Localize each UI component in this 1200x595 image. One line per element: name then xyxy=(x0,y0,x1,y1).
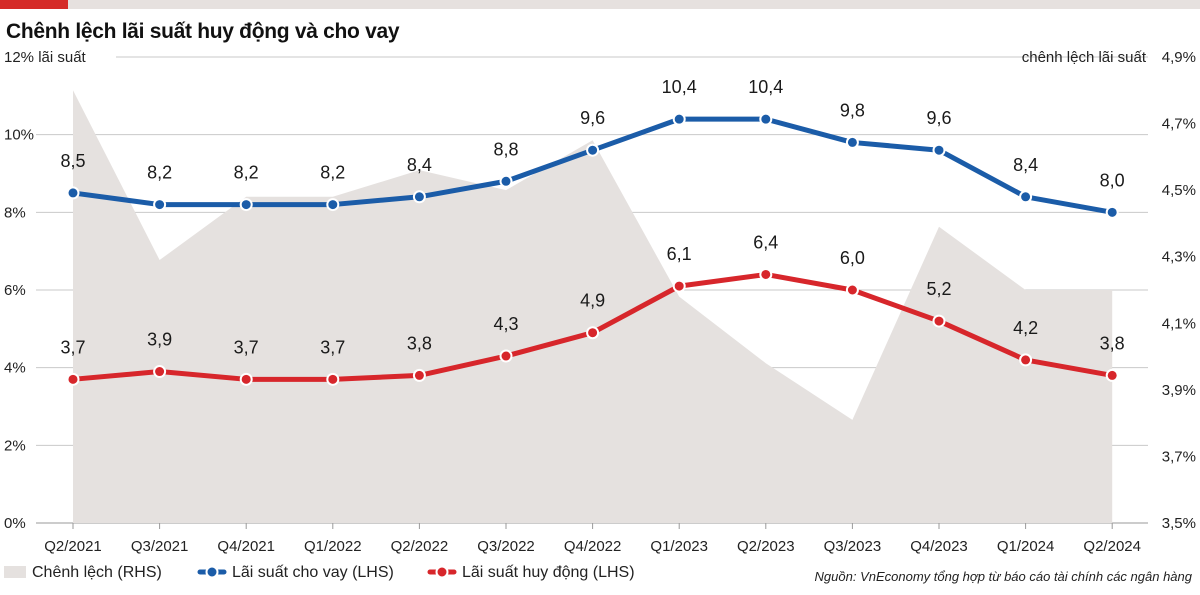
lending-rate-point xyxy=(66,186,80,200)
lending-rate-value-label: 8,4 xyxy=(1013,155,1038,175)
x-tick-label: Q4/2023 xyxy=(910,538,968,555)
legend-marker-lending xyxy=(205,565,219,579)
chart-title: Chênh lệch lãi suất huy động và cho vay xyxy=(6,20,400,43)
deposit-rate-point xyxy=(412,368,426,382)
legend-marker-deposit xyxy=(435,565,449,579)
left-tick-label: 4% xyxy=(4,360,26,377)
lending-rate-point xyxy=(1105,205,1119,219)
source-note: Nguồn: VnEconomy tổng hợp từ báo cáo tài… xyxy=(814,569,1192,584)
lending-rate-value-label: 8,0 xyxy=(1100,170,1125,190)
lending-rate-value-label: 9,8 xyxy=(840,100,865,120)
x-tick-label: Q4/2021 xyxy=(217,538,275,555)
right-tick-label: 3,7% xyxy=(1162,448,1196,465)
lending-rate-value-label: 8,2 xyxy=(234,163,259,183)
deposit-rate-value-label: 3,7 xyxy=(60,337,85,357)
right-tick-label: 4,9% xyxy=(1162,49,1196,66)
lending-rate-point xyxy=(153,198,167,212)
x-tick-label: Q2/2021 xyxy=(44,538,102,555)
deposit-rate-value-label: 4,9 xyxy=(580,291,605,311)
deposit-rate-point xyxy=(672,279,686,293)
left-axis: 0% 2% 4% 6% 8% 10% 12% lãi suất xyxy=(4,49,87,532)
lending-rate-value-label: 8,5 xyxy=(60,151,85,171)
right-tick-label: 4,1% xyxy=(1162,315,1196,332)
lending-rate-point xyxy=(759,112,773,126)
deposit-rate-value-label: 5,2 xyxy=(926,279,951,299)
deposit-rate-value-label: 3,8 xyxy=(407,333,432,353)
deposit-rate-value-label: 6,1 xyxy=(667,244,692,264)
deposit-rate-value-label: 3,7 xyxy=(234,337,259,357)
deposit-rate-value-label: 6,0 xyxy=(840,248,865,268)
x-tick-label: Q2/2022 xyxy=(391,538,449,555)
lending-rate-point xyxy=(239,198,253,212)
lending-rate-point xyxy=(499,174,513,188)
left-axis-top-label: 12% lãi suất xyxy=(4,49,87,66)
lending-rate-point xyxy=(932,143,946,157)
lending-rate-value-label: 10,4 xyxy=(748,77,783,97)
lending-rate-value-label: 10,4 xyxy=(662,77,697,97)
x-tick-label: Q2/2024 xyxy=(1083,538,1141,555)
lending-rate-point xyxy=(672,112,686,126)
deposit-rate-point xyxy=(1019,353,1033,367)
deposit-rate-point xyxy=(153,365,167,379)
lending-rate-point xyxy=(1019,190,1033,204)
right-tick-label: 3,9% xyxy=(1162,382,1196,399)
x-tick-label: Q1/2024 xyxy=(997,538,1055,555)
legend: Chênh lệch (RHS) Lãi suất cho vay (LHS) Lã… xyxy=(4,564,635,581)
right-axis: 3,5% 3,7% 3,9% 4,1% 4,3% 4,5% 4,7% 4,9% chênh lệ… xyxy=(1022,49,1196,532)
deposit-rate-point xyxy=(1105,368,1119,382)
top-accent-bar xyxy=(0,0,68,9)
right-tick-label: 4,3% xyxy=(1162,249,1196,266)
legend-label-spread: Chênh lệch (RHS) xyxy=(32,564,162,581)
deposit-rate-point xyxy=(66,372,80,386)
right-tick-label: 4,5% xyxy=(1162,182,1196,199)
lending-rate-value-label: 9,6 xyxy=(580,108,605,128)
right-tick-label: 4,7% xyxy=(1162,116,1196,133)
lending-rate-point xyxy=(845,135,859,149)
lending-rate-point xyxy=(326,198,340,212)
rate-lines: 8,5 8,2 8,2 8,2 8,4 8,8 9,6 10,4 10,4 9,8 9,6 8,4 8,… xyxy=(60,77,1125,386)
x-tick-label: Q1/2023 xyxy=(650,538,708,555)
deposit-rate-point xyxy=(239,372,253,386)
deposit-rate-value-label: 3,8 xyxy=(1100,333,1125,353)
x-tick-label: Q4/2022 xyxy=(564,538,622,555)
legend-label-deposit: Lãi suất huy động (LHS) xyxy=(462,564,635,581)
right-axis-label: chênh lệch lãi suất xyxy=(1022,49,1147,66)
x-tick-label: Q3/2022 xyxy=(477,538,535,555)
lending-rate-value-label: 8,8 xyxy=(493,139,518,159)
x-tick-label: Q1/2022 xyxy=(304,538,362,555)
left-tick-label: 6% xyxy=(4,282,26,299)
legend-swatch-spread xyxy=(4,566,26,578)
deposit-rate-point xyxy=(932,314,946,328)
lending-rate-point xyxy=(412,190,426,204)
left-tick-label: 10% xyxy=(4,127,34,144)
lending-rate-value-label: 8,2 xyxy=(147,163,172,183)
lending-rate-value-label: 8,2 xyxy=(320,163,345,183)
deposit-rate-point xyxy=(326,372,340,386)
deposit-rate-value-label: 3,7 xyxy=(320,337,345,357)
left-tick-label: 0% xyxy=(4,515,26,532)
deposit-rate-point xyxy=(499,349,513,363)
lending-rate-value-label: 8,4 xyxy=(407,155,432,175)
right-tick-label: 3,5% xyxy=(1162,515,1196,532)
x-tick-label: Q3/2021 xyxy=(131,538,189,555)
deposit-rate-value-label: 4,3 xyxy=(493,314,518,334)
left-tick-label: 2% xyxy=(4,437,26,454)
left-tick-label: 8% xyxy=(4,204,26,221)
x-tick-label: Q2/2023 xyxy=(737,538,795,555)
lending-rate-value-label: 9,6 xyxy=(926,108,951,128)
x-axis: Q2/2021 Q3/2021 Q4/2021 Q1/2022 Q2/2022 Q3/20… xyxy=(44,523,1141,555)
top-banner-bar xyxy=(0,0,1200,9)
deposit-rate-point xyxy=(586,326,600,340)
x-tick-label: Q3/2023 xyxy=(824,538,882,555)
deposit-rate-value-label: 3,9 xyxy=(147,330,172,350)
deposit-rate-point xyxy=(759,267,773,281)
deposit-rate-value-label: 6,4 xyxy=(753,232,778,252)
deposit-rate-point xyxy=(845,283,859,297)
deposit-rate-value-label: 4,2 xyxy=(1013,318,1038,338)
legend-label-lending: Lãi suất cho vay (LHS) xyxy=(232,564,394,581)
lending-rate-point xyxy=(586,143,600,157)
